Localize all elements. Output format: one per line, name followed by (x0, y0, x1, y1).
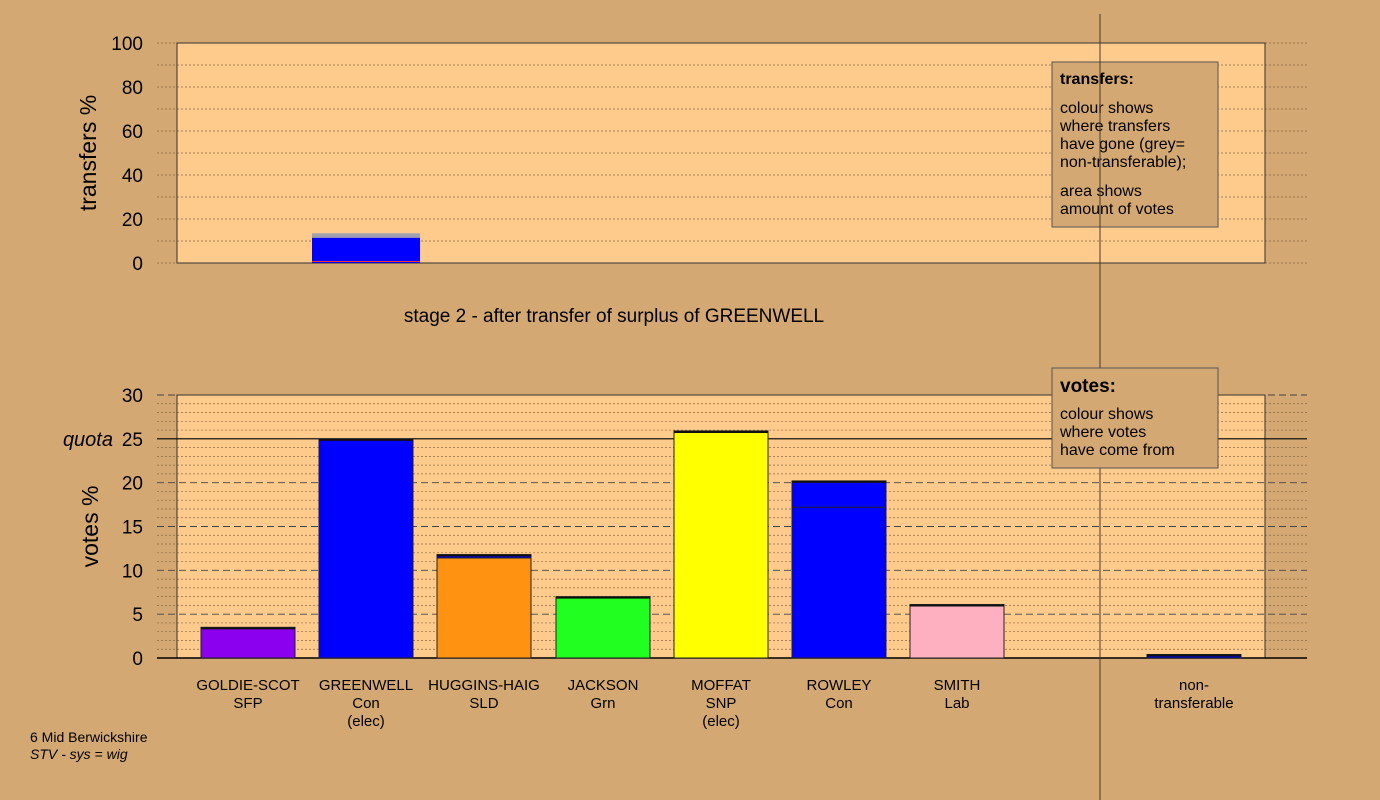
candidate-name-label-non: non- (1179, 677, 1209, 694)
votes-y-tick-label: 5 (132, 605, 143, 626)
votes-y-tick-label: 25 (122, 430, 143, 451)
quota-label: quota (63, 429, 113, 451)
votes-y-tick-label: 15 (122, 518, 143, 539)
vote-bar-segment-goldie-scot (201, 627, 295, 658)
transfers-legend-text: colour shows (1060, 100, 1153, 117)
votes-legend-text: colour shows (1060, 406, 1153, 423)
candidate-party-label-rowley: Con (825, 695, 853, 712)
candidate-note-label-moffat: (elec) (702, 713, 740, 730)
constituency-label: 6 Mid Berwickshire (30, 729, 148, 745)
transfers-legend-text: amount of votes (1060, 201, 1174, 218)
transfers-y-tick-label: 100 (111, 34, 143, 55)
candidate-name-label-goldie-scot: GOLDIE-SCOT (196, 677, 299, 694)
transfers-legend-text: non-transferable); (1060, 154, 1186, 171)
transfers-legend-box (1051, 61, 1219, 228)
candidate-note-label-greenwell: (elec) (347, 713, 385, 730)
candidate-party-label-goldie-scot: SFP (233, 695, 262, 712)
transfers-y-tick-label: 0 (132, 254, 143, 275)
vote-bar-segment-rowley (792, 480, 886, 508)
system-label: STV - sys = wig (30, 746, 128, 762)
candidate-party-label-huggins-haig: SLD (469, 695, 498, 712)
transfers-plot-frame (176, 42, 1266, 264)
transfers-legend-text: area shows (1060, 183, 1142, 200)
votes-y-tick-label: 10 (122, 561, 143, 582)
vote-bar-segment-huggins-haig (437, 558, 531, 658)
vote-bar-segment-jackson (556, 596, 650, 658)
transfers-y-tick-label: 20 (122, 210, 143, 231)
votes-y-axis-label: votes % (77, 486, 103, 568)
vote-bar-segment-smith (910, 604, 1004, 658)
transfers-y-tick-label: 40 (122, 166, 143, 187)
votes-legend-text: where votes (1059, 424, 1146, 441)
vote-bar-segment-rowley (792, 507, 886, 658)
votes-legend-text: have come from (1060, 442, 1175, 459)
candidate-name-label-greenwell: GREENWELL (319, 677, 413, 694)
candidate-name-label-huggins-haig: HUGGINS-HAIG (428, 677, 540, 694)
votes-legend-box (1051, 367, 1219, 469)
candidate-name-label-smith: SMITH (934, 677, 981, 694)
candidate-party-label-greenwell: Con (352, 695, 380, 712)
votes-legend-title: votes: (1060, 376, 1116, 397)
candidate-name-label-rowley: ROWLEY (806, 677, 871, 694)
votes-y-tick-label: 0 (132, 649, 143, 670)
votes-y-tick-label: 30 (122, 386, 143, 407)
candidate-party-label-jackson: Grn (590, 695, 615, 712)
transfers-y-axis-label: transfers % (75, 95, 101, 211)
transfers-legend-title: transfers: (1060, 71, 1134, 88)
candidate-name-label-moffat: MOFFAT (691, 677, 751, 694)
transfer-bar-greenwell (312, 237, 420, 263)
transfer-bar-greenwell (312, 233, 420, 238)
chart-footer: 6 Mid Berwickshire STV - sys = wig (30, 729, 147, 763)
transfers-y-tick-label: 60 (122, 122, 143, 143)
stage-title: stage 2 - after transfer of surplus of G… (404, 306, 824, 327)
vote-bar-segment-moffat (674, 430, 768, 658)
vote-bar-segment-greenwell (319, 438, 413, 658)
transfers-legend-text: where transfers (1059, 118, 1170, 135)
transfers-y-tick-label: 80 (122, 78, 143, 99)
candidate-name-label-jackson: JACKSON (568, 677, 639, 694)
candidate-party-label-moffat: SNP (706, 695, 737, 712)
transfers-legend-text: have gone (grey= (1060, 136, 1185, 153)
candidate-party-label-smith: Lab (944, 695, 969, 712)
votes-y-tick-label: 20 (122, 474, 143, 495)
candidate-party-label-non: transferable (1154, 695, 1233, 712)
